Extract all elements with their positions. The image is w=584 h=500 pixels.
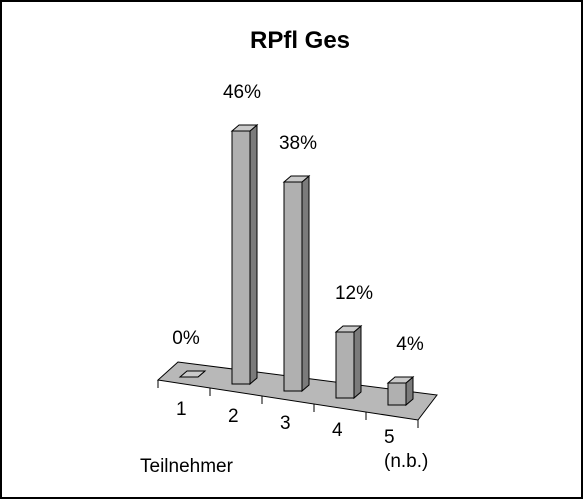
chart-title: RPfl Ges: [250, 27, 350, 54]
bar-front: [335, 331, 355, 399]
bar-side: [249, 123, 258, 386]
value-label: 38%: [279, 133, 317, 154]
bar-front: [231, 130, 251, 385]
x-tick-label: 3: [280, 413, 291, 434]
bar-top: [230, 124, 259, 132]
value-label: 4%: [396, 334, 424, 355]
bar-top: [386, 376, 415, 384]
bar-top: [334, 325, 363, 333]
bar: [230, 123, 259, 386]
x-tick-label: 5 (n.b.): [384, 427, 429, 472]
bar: [282, 174, 311, 393]
value-label: 12%: [335, 283, 373, 304]
bar-top: [178, 370, 207, 378]
bar: [178, 370, 207, 378]
x-axis: [157, 380, 419, 428]
x-tick-label: 4: [332, 420, 343, 441]
bar-front: [283, 181, 303, 392]
value-label: 46%: [223, 82, 261, 103]
bar-front: [387, 382, 407, 406]
x-tick-label: 1: [176, 399, 187, 420]
value-label: 0%: [172, 328, 200, 349]
bar: [334, 324, 363, 400]
bar: [386, 375, 415, 407]
x-axis-label: Teilnehmer: [140, 456, 234, 477]
x-tick-label: 2: [228, 406, 239, 427]
bar-side: [301, 174, 310, 393]
bar-top: [282, 175, 311, 183]
bar-side: [353, 324, 362, 400]
